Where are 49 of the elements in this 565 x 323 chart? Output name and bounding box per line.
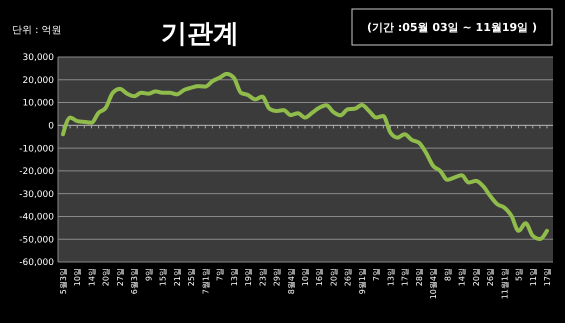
x-tick-label: 25일 [187, 268, 196, 286]
x-tick-label: 6월3일 [130, 268, 140, 294]
x-tick-label: 11일 [528, 268, 538, 286]
x-tick-label: 7일 [372, 268, 382, 282]
y-tick-label: -20,000 [19, 167, 54, 178]
y-tick-label: 30,000 [22, 53, 54, 64]
y-tick-label: -10,000 [19, 144, 54, 154]
text: (기간 :05월 03일 ~ 11월19일 ) [366, 21, 538, 34]
x-tick-label: 7월1일 [201, 268, 210, 294]
y-tick-label: -40,000 [19, 212, 54, 223]
x-tick-label: 26일 [486, 268, 496, 286]
y-tick-label: 20,000 [22, 76, 54, 86]
x-tick-label: 8월4일 [286, 268, 296, 294]
y-tick-label: -50,000 [19, 235, 54, 246]
x-tick-label: 10일 [301, 268, 310, 286]
x-tick-label: 17일 [400, 268, 410, 286]
x-tick-label: 5월3일 [59, 268, 68, 294]
x-tick-label: 28일 [414, 268, 424, 286]
x-tick-label: 9일 [144, 268, 154, 282]
x-tick-label: 5일 [514, 268, 524, 282]
x-tick-label: 20일 [329, 268, 338, 286]
x-tick-label: 20일 [102, 268, 111, 286]
x-tick-label: 21일 [172, 268, 182, 286]
x-tick-label: 20일 [472, 268, 481, 286]
y-tick-label: -30,000 [19, 190, 54, 200]
y-tick-label: 10,000 [22, 98, 54, 109]
x-tick-label: 23일 [258, 268, 268, 286]
x-tick-label: 8일 [443, 268, 452, 282]
x-tick-label: 27일 [116, 268, 125, 286]
x-tick-label: 14일 [458, 268, 467, 286]
x-tick-label: 16일 [315, 268, 324, 286]
x-tick-label: 13일 [386, 268, 396, 286]
x-tick-label: 17일 [543, 268, 552, 286]
y-tick-label: -60,000 [19, 258, 54, 268]
y-tick-label: 0 [48, 121, 54, 132]
line-series [61, 72, 549, 241]
x-tick-label: 11월1일 [500, 268, 510, 300]
x-tick-label: 14일 [87, 268, 96, 286]
x-tick-label: 9월1일 [358, 268, 367, 294]
x-tick-label: 26일 [344, 268, 353, 286]
x-tick-label: 15일 [158, 268, 168, 286]
x-tick-label: 10월4일 [429, 268, 438, 300]
x-tick-label: 29일 [272, 268, 282, 286]
text: 단위 : 억원 [12, 25, 62, 36]
x-tick-label: 7일 [216, 268, 225, 282]
x-tick-label: 13일 [230, 268, 239, 286]
x-tick-label: 10일 [73, 268, 82, 286]
chart-title: 기관계 [161, 19, 239, 49]
x-tick-label: 19일 [244, 268, 254, 286]
